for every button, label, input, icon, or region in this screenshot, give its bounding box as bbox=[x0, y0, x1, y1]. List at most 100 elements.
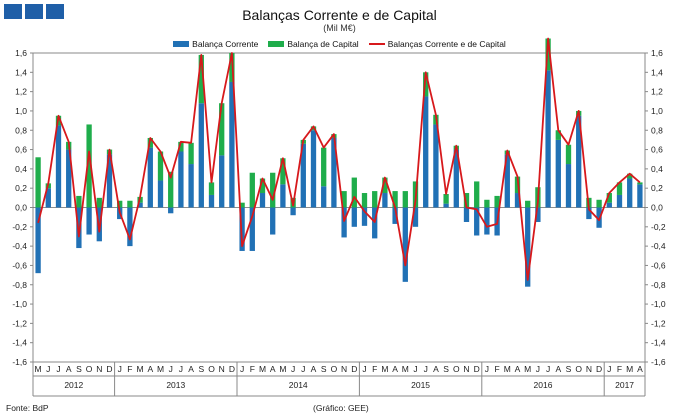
y-tick-label-left: 1,6 bbox=[15, 48, 27, 58]
bar-current-account bbox=[474, 207, 480, 236]
x-month-label: S bbox=[198, 364, 204, 374]
x-month-label: J bbox=[546, 364, 550, 374]
y-tick-label-right: -1,6 bbox=[651, 357, 666, 367]
x-month-label: J bbox=[169, 364, 173, 374]
x-month-label: A bbox=[515, 364, 521, 374]
bar-current-account bbox=[219, 155, 225, 208]
bar-current-account bbox=[310, 130, 317, 208]
y-tick-label-left: -1,2 bbox=[12, 318, 27, 328]
credit-note: (Gráfico: GEE) bbox=[313, 403, 369, 413]
bar-current-account bbox=[331, 137, 337, 208]
bar-current-account bbox=[270, 207, 276, 235]
x-month-label: S bbox=[566, 364, 572, 374]
bar-current-account bbox=[300, 143, 306, 208]
bar-current-account bbox=[106, 154, 113, 208]
bar-current-account bbox=[361, 207, 368, 226]
bar-current-account bbox=[147, 147, 153, 208]
bar-current-account bbox=[208, 194, 215, 208]
x-month-label: A bbox=[147, 364, 153, 374]
x-month-label: F bbox=[494, 364, 499, 374]
bar-current-account bbox=[280, 184, 286, 208]
legend-swatch-current bbox=[173, 41, 190, 47]
y-tick-label-right: 0,4 bbox=[651, 164, 663, 174]
bar-current-account bbox=[178, 151, 184, 208]
bar-current-account bbox=[76, 207, 82, 249]
x-month-label: N bbox=[96, 364, 102, 374]
y-tick-label-left: -0,4 bbox=[12, 241, 27, 251]
x-month-label: J bbox=[118, 364, 122, 374]
bar-capital-account bbox=[382, 177, 388, 194]
y-tick-label-left: 0,6 bbox=[15, 145, 27, 155]
bar-current-account bbox=[627, 178, 633, 208]
bar-capital-account bbox=[208, 182, 215, 195]
x-month-label: D bbox=[474, 364, 480, 374]
bar-current-account bbox=[504, 154, 510, 208]
x-month-label: M bbox=[524, 364, 531, 374]
bar-capital-account bbox=[321, 147, 327, 187]
bar-capital-account bbox=[372, 191, 378, 208]
bar-current-account bbox=[341, 207, 347, 238]
bar-capital-account bbox=[423, 72, 429, 97]
bar-capital-account bbox=[188, 142, 194, 165]
bar-capital-account bbox=[76, 195, 82, 208]
x-month-label: M bbox=[259, 364, 266, 374]
bar-current-account bbox=[55, 125, 62, 208]
x-month-label: F bbox=[372, 364, 377, 374]
bar-current-account bbox=[290, 207, 296, 216]
bar-current-account bbox=[351, 207, 357, 227]
x-month-label: D bbox=[106, 364, 112, 374]
y-tick-label-right: 0,2 bbox=[651, 183, 663, 193]
y-tick-label-left: 1,2 bbox=[15, 87, 27, 97]
bar-current-account bbox=[412, 207, 419, 227]
y-tick-label-left: -0,6 bbox=[12, 260, 27, 270]
bar-capital-account bbox=[198, 54, 204, 104]
source-note: Fonte: BdP bbox=[6, 403, 49, 413]
x-month-label: J bbox=[291, 364, 295, 374]
bar-capital-account bbox=[474, 181, 480, 208]
bar-capital-account bbox=[259, 178, 266, 194]
bar-capital-account bbox=[616, 182, 623, 195]
bar-capital-account bbox=[463, 193, 470, 208]
bar-capital-account bbox=[249, 172, 255, 208]
x-month-label: O bbox=[86, 364, 93, 374]
legend-item-current: Balança Corrente bbox=[173, 39, 258, 49]
x-month-label: S bbox=[76, 364, 82, 374]
x-month-label: A bbox=[392, 364, 398, 374]
x-month-label: F bbox=[127, 364, 132, 374]
bar-current-account bbox=[606, 202, 612, 208]
bar-current-account bbox=[453, 149, 459, 208]
y-tick-label-right: -0,2 bbox=[651, 222, 666, 232]
y-tick-label-right: 0,0 bbox=[651, 203, 663, 213]
bar-current-account bbox=[229, 81, 235, 208]
bar-capital-account bbox=[178, 141, 184, 152]
chart-legend: Balança Corrente Balança de Capital Bala… bbox=[0, 39, 679, 49]
y-tick-label-right: 0,6 bbox=[651, 145, 663, 155]
bar-capital-account bbox=[219, 103, 225, 156]
x-year-label: 2013 bbox=[166, 380, 185, 390]
legend-label-capital: Balança de Capital bbox=[287, 39, 359, 49]
y-tick-label-left: 1,0 bbox=[15, 106, 27, 116]
x-month-label: A bbox=[66, 364, 72, 374]
x-month-label: O bbox=[453, 364, 460, 374]
bar-current-account bbox=[535, 207, 541, 222]
x-month-label: M bbox=[137, 364, 144, 374]
x-month-label: J bbox=[56, 364, 60, 374]
bar-capital-account bbox=[392, 191, 398, 208]
y-tick-label-right: 1,2 bbox=[651, 87, 663, 97]
x-month-label: J bbox=[607, 364, 611, 374]
bar-current-account bbox=[443, 203, 449, 208]
y-tick-label-right: -0,8 bbox=[651, 280, 666, 290]
legend-swatch-capital bbox=[268, 41, 285, 47]
bar-capital-account bbox=[606, 193, 612, 203]
bar-current-account bbox=[168, 207, 174, 214]
bar-current-account bbox=[66, 149, 72, 208]
y-tick-label-left: 0,2 bbox=[15, 183, 27, 193]
bar-capital-account bbox=[484, 199, 490, 208]
bar-capital-account bbox=[280, 158, 286, 185]
bar-capital-account bbox=[270, 172, 276, 208]
bar-current-account bbox=[525, 207, 531, 287]
x-month-label: N bbox=[219, 364, 225, 374]
x-year-label: 2016 bbox=[534, 380, 553, 390]
x-month-label: D bbox=[351, 364, 357, 374]
bar-capital-account bbox=[555, 130, 561, 140]
